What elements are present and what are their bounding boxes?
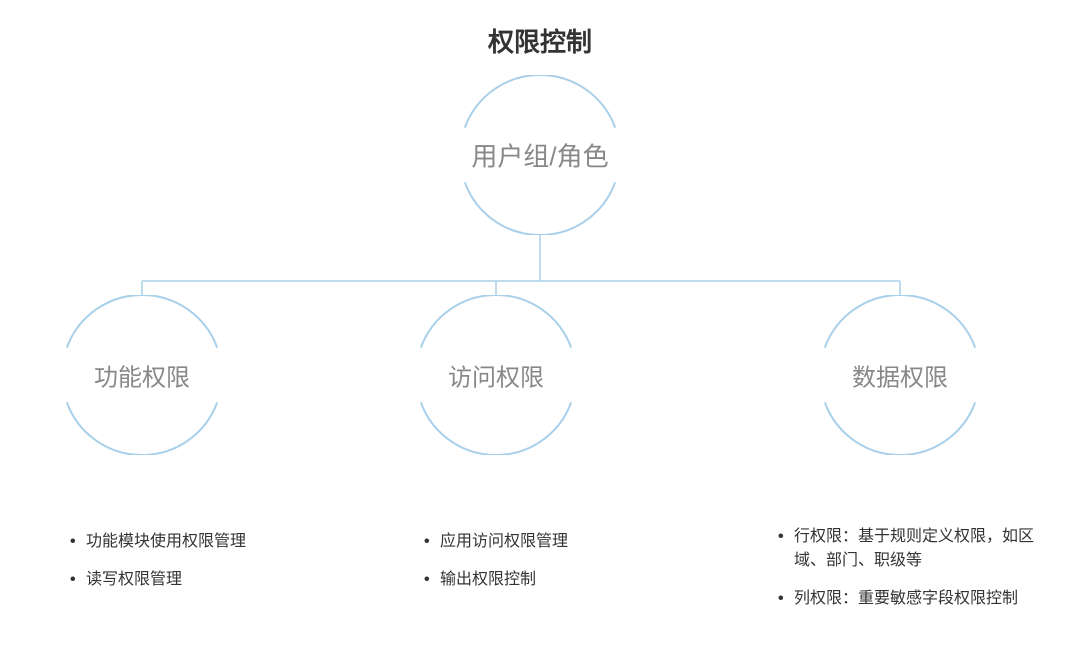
bullet-item: 读写权限管理 [70, 568, 246, 592]
bullet-item: 应用访问权限管理 [424, 530, 568, 554]
node-child-0: 功能权限 [62, 295, 222, 455]
node-child-0-label: 功能权限 [94, 358, 190, 393]
bullet-item: 行权限：基于规则定义权限，如区域、部门、职级等 [778, 525, 1038, 573]
bullets-child-2: 行权限：基于规则定义权限，如区域、部门、职级等 列权限：重要敏感字段权限控制 [778, 525, 1038, 625]
bullet-item: 输出权限控制 [424, 568, 568, 592]
bullets-child-0: 功能模块使用权限管理 读写权限管理 [70, 530, 246, 606]
node-child-2: 数据权限 [820, 295, 980, 455]
node-child-1-label: 访问权限 [448, 358, 544, 393]
node-child-2-label: 数据权限 [852, 358, 948, 393]
bullet-item: 列权限：重要敏感字段权限控制 [778, 587, 1038, 611]
node-child-1: 访问权限 [416, 295, 576, 455]
bullet-item: 功能模块使用权限管理 [70, 530, 246, 554]
bullets-child-1: 应用访问权限管理 输出权限控制 [424, 530, 568, 606]
